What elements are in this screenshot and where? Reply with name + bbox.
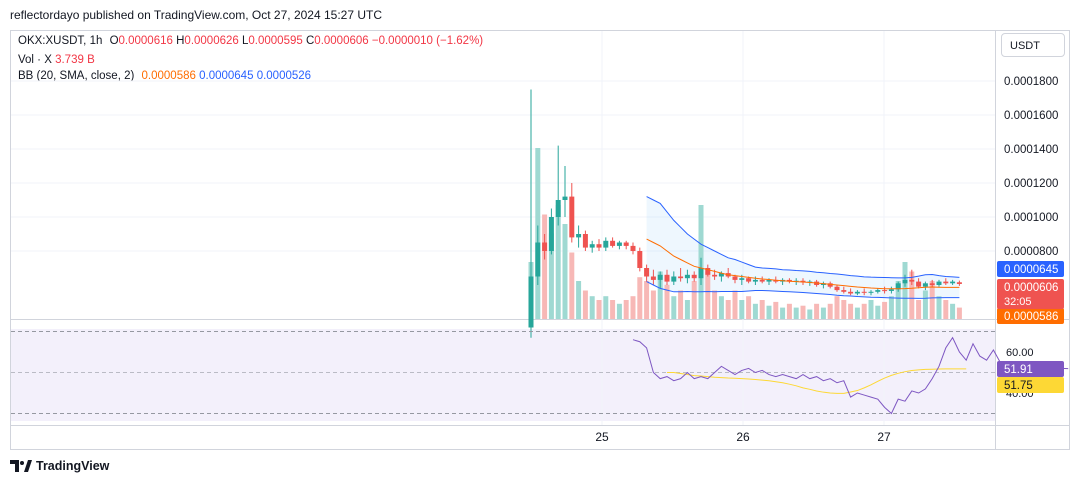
publish-info: reflectordayo published on TradingView.c… [10, 8, 382, 22]
high-label: H [176, 35, 185, 47]
ohlc-legend: OKX:XUSDT, 1h O0.0000616 H0.0000626 L0.0… [18, 35, 483, 47]
change-value: −0.0000010 (−1.62%) [371, 35, 484, 47]
close-value: 0.0000606 [314, 35, 369, 47]
currency-button[interactable]: USDT [1001, 33, 1065, 57]
bb-legend: BB (20, SMA, close, 2) 0.0000586 0.00006… [18, 70, 311, 82]
bb-upper-value: 0.0000645 [199, 70, 254, 82]
bb-lower-value: 0.0000526 [256, 70, 312, 82]
low-value: 0.0000595 [248, 35, 303, 47]
tradingview-logo-icon [10, 460, 32, 472]
low-label: L [242, 35, 249, 47]
rsi-label[interactable]: RSI (14, close) [18, 332, 95, 344]
footer-brand: TradingView [36, 459, 110, 473]
volume-label[interactable]: Vol · X [18, 54, 52, 66]
rsi-legend: RSI (14, close) 51.91 51.75 ∅ ∅ ∅ ∅ [18, 330, 219, 344]
rsi-ma-value: 51.75 [133, 332, 163, 344]
bb-basis-value: 0.0000586 [141, 70, 196, 82]
close-label: C [305, 35, 315, 47]
bb-label[interactable]: BB (20, SMA, close, 2) [18, 70, 135, 82]
symbol-label[interactable]: OKX:XUSDT, 1h [18, 35, 103, 47]
volume-legend: Vol · X 3.739 B [18, 54, 95, 66]
rsi-value: 51.91 [101, 332, 131, 344]
chart-frame [10, 30, 1070, 450]
high-value: 0.0000626 [184, 35, 239, 47]
volume-value: 3.739 B [55, 54, 95, 66]
tradingview-footer[interactable]: TradingView [10, 459, 109, 473]
open-label: O [109, 35, 119, 47]
rsi-extra: ∅ ∅ ∅ ∅ [169, 332, 219, 344]
open-value: 0.0000616 [118, 35, 173, 47]
